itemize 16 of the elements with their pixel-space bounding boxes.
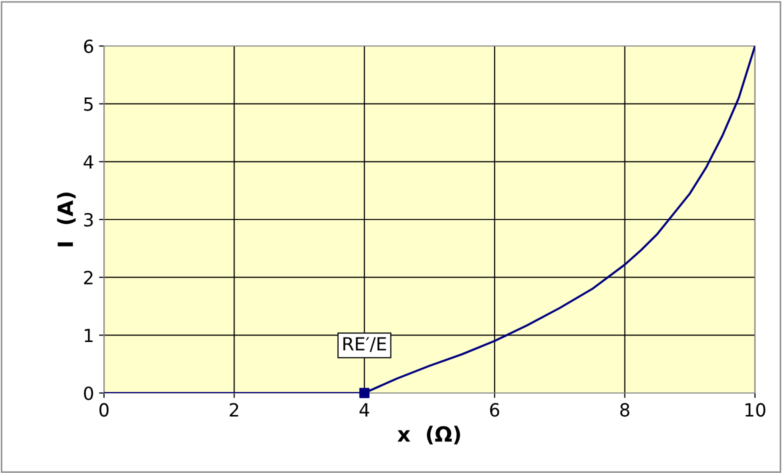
y-tick-label: 3 (84, 212, 93, 227)
x-tick-label: 10 (745, 403, 766, 417)
x-tick-label: 4 (360, 403, 370, 416)
x-tick-label: 6 (490, 403, 500, 417)
y-axis-title: I (A) (57, 192, 76, 246)
x-tick-label: 0 (99, 403, 109, 417)
y-tick-label: 0 (84, 386, 94, 400)
y-tick-label: 6 (84, 39, 94, 54)
x-axis-title: x (Ω) (397, 426, 460, 444)
y-tick-label: 5 (84, 98, 93, 111)
y-tick-label: 2 (84, 270, 92, 284)
y-tick-label: 1 (84, 328, 93, 342)
y-tick-label: 4 (84, 155, 94, 169)
x-tick-label: 8 (620, 403, 630, 417)
annotation: RE′/E (343, 337, 386, 352)
x-tick-label: 2 (230, 403, 238, 416)
